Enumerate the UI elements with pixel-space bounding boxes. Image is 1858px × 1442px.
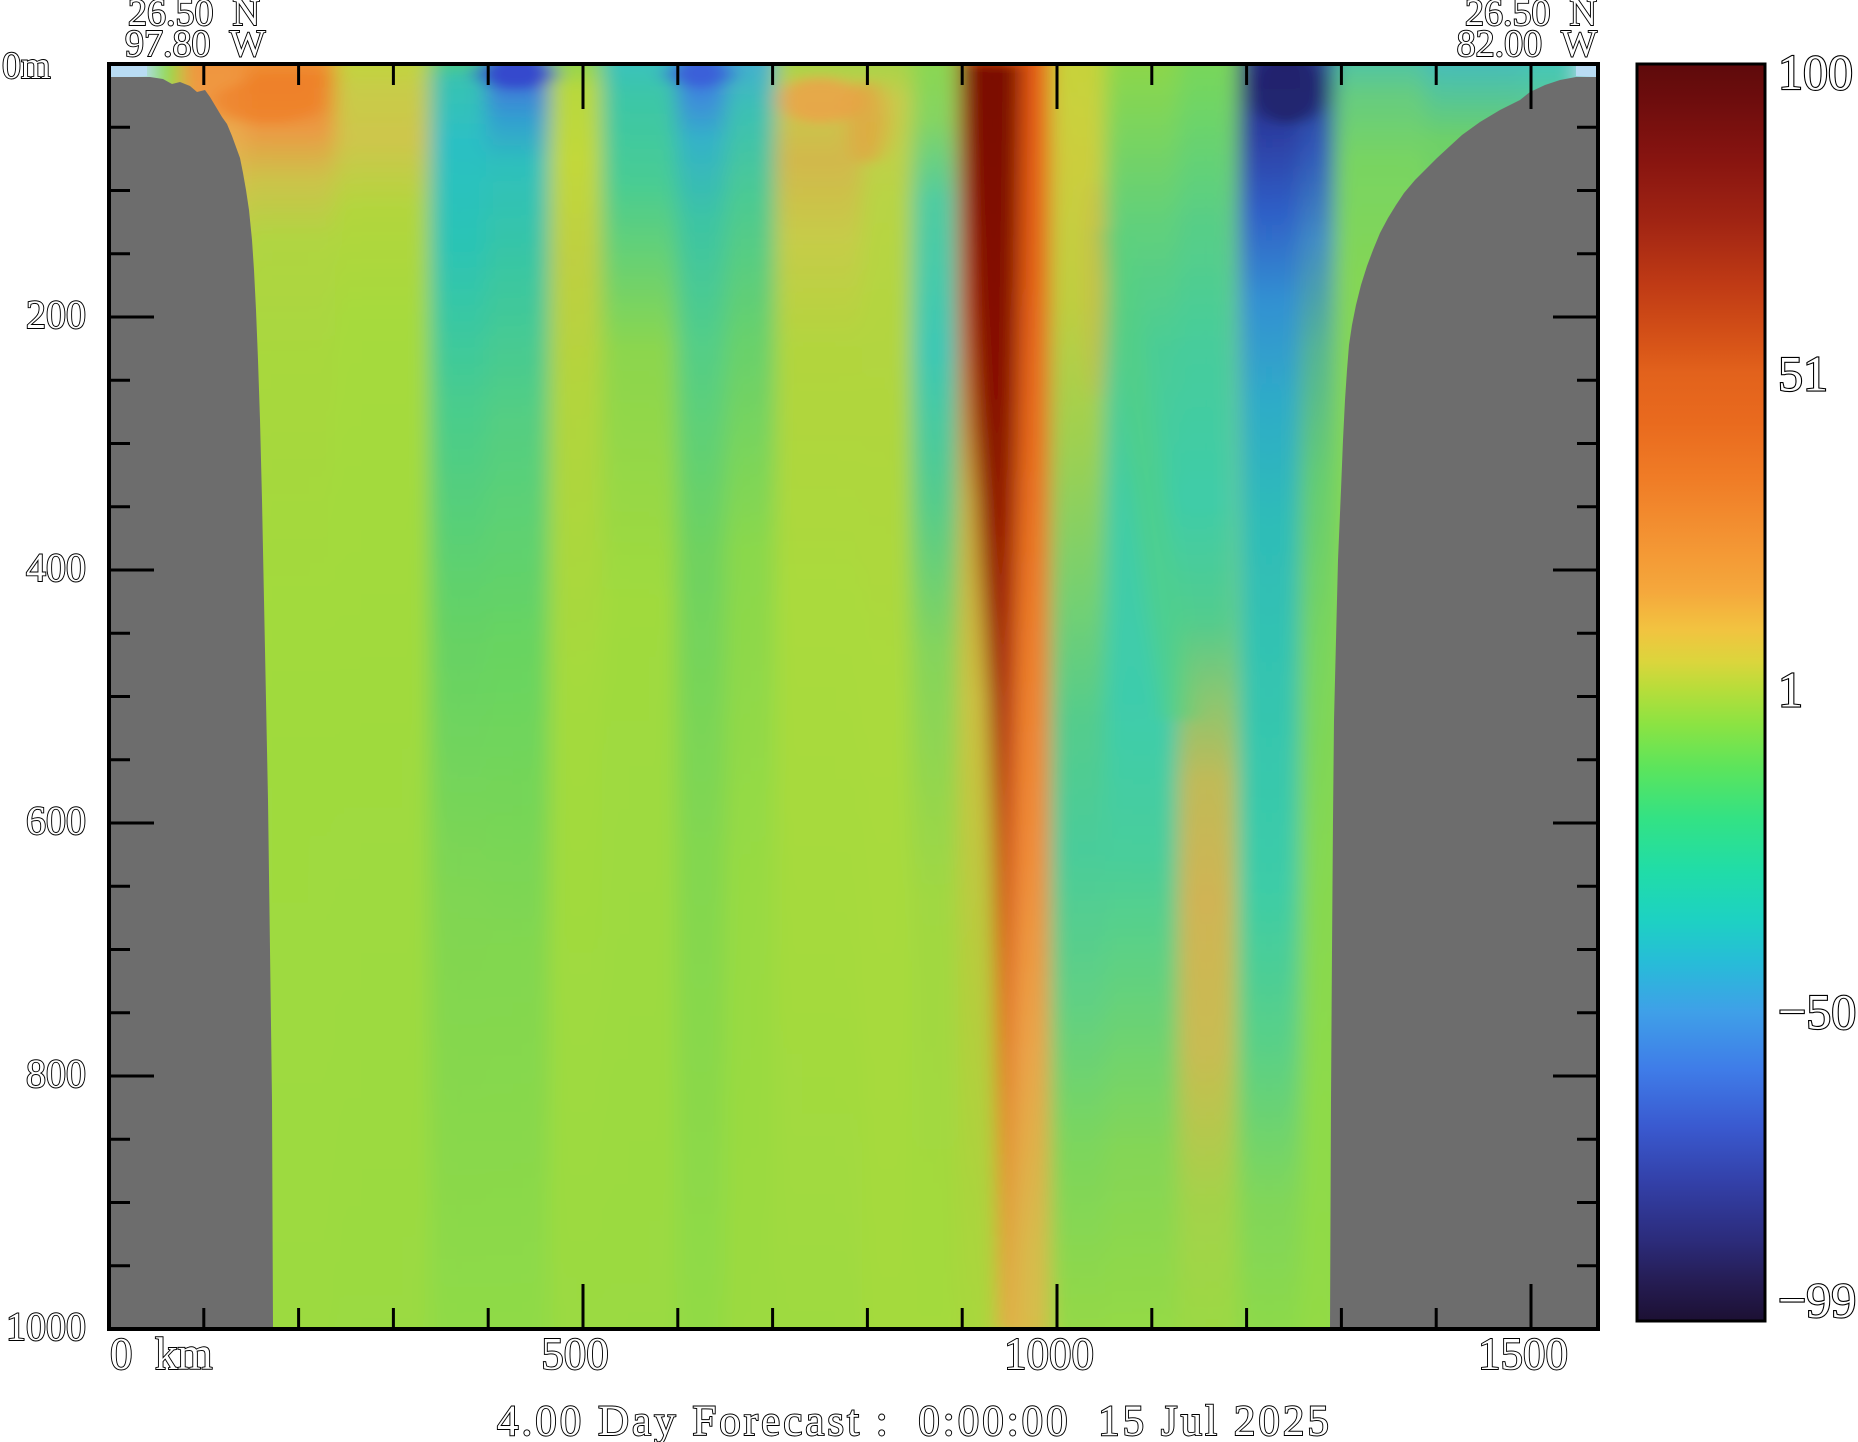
svg-text:600: 600 (26, 798, 86, 843)
svg-text:4.00 Day Forecast : 0:00:00: 4.00 Day Forecast : 0:00:00 15 Jul 2025 (497, 1398, 1332, 1442)
svg-text:400: 400 (26, 545, 86, 590)
svg-text:1000: 1000 (1004, 1329, 1094, 1379)
svg-text:82.00 W: 82.00 W (1457, 23, 1598, 65)
svg-text:26.50 N: 26.50 N (1465, 0, 1597, 34)
svg-text:0m: 0m (2, 45, 51, 87)
svg-text:800: 800 (26, 1051, 86, 1096)
svg-text:51: 51 (1778, 346, 1828, 402)
svg-text:1000: 1000 (6, 1304, 86, 1349)
svg-text:0 km: 0 km (110, 1329, 213, 1379)
svg-text:26.50 N: 26.50 N (128, 0, 260, 34)
svg-text:1: 1 (1778, 661, 1803, 717)
svg-text:1500: 1500 (1478, 1329, 1568, 1379)
svg-text:100: 100 (1778, 44, 1853, 100)
svg-text:200: 200 (26, 292, 86, 337)
svg-text:−50: −50 (1778, 983, 1856, 1039)
svg-text:97.80 W: 97.80 W (125, 23, 266, 65)
svg-text:500: 500 (541, 1329, 609, 1379)
svg-text:−99: −99 (1778, 1272, 1856, 1328)
